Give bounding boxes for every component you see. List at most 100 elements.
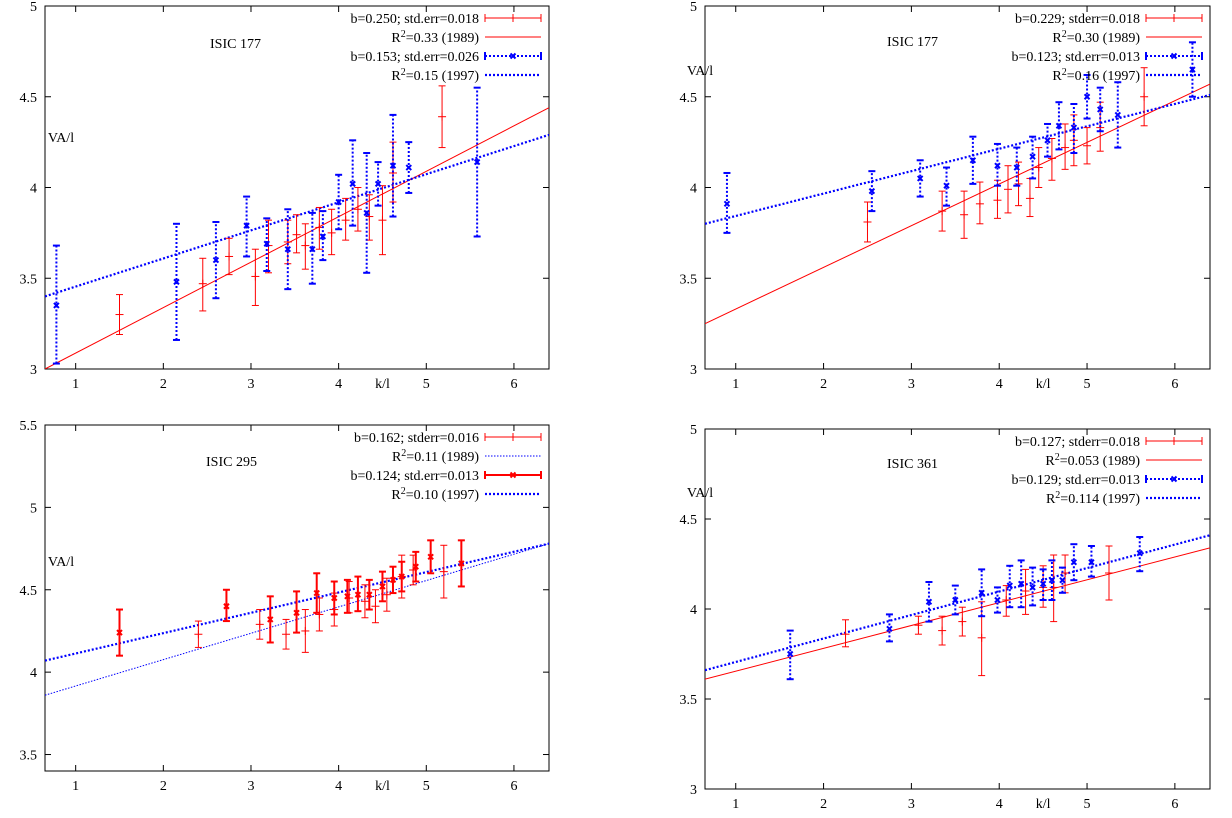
legend-entry-label: R2=0.053 (1989) [1045,452,1140,470]
data-point-1989 [360,584,369,619]
y-tick-label: 5 [30,0,37,15]
x-tick-label: 5 [423,377,430,392]
data-point-1989 [315,597,324,632]
data-point-1989 [378,185,387,256]
data-point-1997 [363,152,371,274]
x-tick-label: 3 [908,377,915,392]
x-tick-label: 6 [1171,797,1178,812]
data-point-1997 [313,572,321,614]
data-point-1989 [353,187,362,232]
y-tick-label: 4 [690,603,697,618]
data-point-1997 [116,608,124,657]
x-axis-label: k/l [375,779,390,794]
x-tick-label: 3 [247,779,254,794]
y-axis-label: VA/l [687,64,713,79]
chart-panel-bottom-right: 3 3.5 4 4.5 5 1 2 3 4 5 6 k/l VA/l ISIC 361 b=0.127; s… [680,423,1211,812]
y-tick-label: 4.5 [20,91,38,106]
data-point-1997 [916,159,924,198]
legend-entry-label: b=0.162; stderr=0.016 [354,431,479,446]
data-point-1989 [194,620,203,648]
x-tick-label: 2 [160,377,167,392]
legend-entry-label: R2=0.30 (1989) [1052,29,1140,47]
x-tick-label: 4 [996,377,1003,392]
data-point-1989 [1083,127,1092,165]
data-point-1997 [1013,146,1021,187]
series-1997 [52,86,481,365]
data-point-1989 [960,190,969,239]
fit-line-1997 [705,93,1210,225]
x-tick-label: 2 [820,377,827,392]
data-point-1997 [319,210,327,262]
data-point-1989 [115,294,124,336]
x-axis-label: k/l [1036,797,1051,812]
data-point-1997 [263,217,271,272]
data-point-1989 [198,257,207,312]
x-tick-label: 1 [72,377,79,392]
data-point-1989 [439,544,448,599]
data-point-1989 [938,190,947,232]
data-point-1997 [1029,566,1037,607]
x-tick-label: 1 [72,779,79,794]
data-point-1997 [943,166,951,207]
panel-annotation: ISIC 177 [210,37,261,52]
data-point-1997 [969,135,977,185]
data-point-1997 [378,570,386,603]
data-point-1997 [1058,566,1066,594]
data-point-1989 [975,181,984,225]
data-point-1989 [225,237,234,276]
data-point-1997 [343,578,351,614]
data-point-1989 [327,208,336,256]
data-point-1997 [1006,564,1014,609]
y-tick-label: 3.5 [680,272,698,287]
series-1989 [115,85,447,336]
data-point-1997 [786,629,794,681]
data-point-1997 [1070,103,1078,155]
y-tick-label: 3 [690,363,697,378]
x-axis-label: k/l [375,377,390,392]
y-axis-label: VA/l [48,131,74,146]
data-point-1997 [993,586,1001,614]
x-tick-label: 5 [1084,797,1091,812]
y-tick-label: 4 [30,666,37,681]
y-tick-label: 4.5 [20,584,38,599]
legend-entry-label: b=0.153; std.err=0.026 [350,50,479,65]
x-axis-label: k/l [1036,377,1051,392]
y-axis-label: VA/l [687,486,713,501]
data-point-1997 [212,220,220,300]
data-point-1997 [1055,101,1063,151]
panel-annotation: ISIC 177 [887,35,938,50]
data-point-1989 [1105,545,1113,601]
legend-sample [484,471,542,479]
legend-sample [1145,437,1203,445]
y-tick-label: 5 [30,501,37,516]
data-point-1989 [1004,165,1012,214]
data-point-1997 [1188,41,1196,98]
data-point-1997 [389,113,397,218]
data-point-1989 [365,194,374,241]
y-tick-label: 5 [690,0,697,15]
x-tick-label: 6 [1171,377,1178,392]
data-point-1997 [1087,545,1095,578]
data-point-1997 [1029,135,1037,180]
y-tick-label: 4.5 [680,91,698,106]
data-point-1997 [1096,86,1104,133]
data-point-1997 [1136,536,1144,573]
x-tick-label: 1 [732,797,739,812]
data-point-1989 [1061,123,1070,170]
y-tick-label: 3 [30,363,37,378]
data-point-1989 [292,214,301,254]
plot-area [705,534,1210,681]
data-point-1997 [885,613,893,643]
legend: b=0.127; stderr=0.018 R2=0.053 (1989) b=0.… [1011,435,1203,507]
data-point-1997 [1017,559,1025,609]
data-point-1997 [427,539,435,575]
x-tick-label: 2 [160,779,167,794]
x-tick-label: 4 [335,779,342,794]
legend: b=0.250; std.err=0.018 R2=0.33 (1989) b=0.… [350,12,542,84]
data-point-1997 [243,195,251,258]
data-point-1989 [438,85,447,149]
legend-sample [1145,475,1203,483]
legend-entry-label: b=0.229; stderr=0.018 [1015,12,1140,27]
y-tick-label: 5.5 [20,419,38,434]
panel-annotation: ISIC 295 [206,455,257,470]
